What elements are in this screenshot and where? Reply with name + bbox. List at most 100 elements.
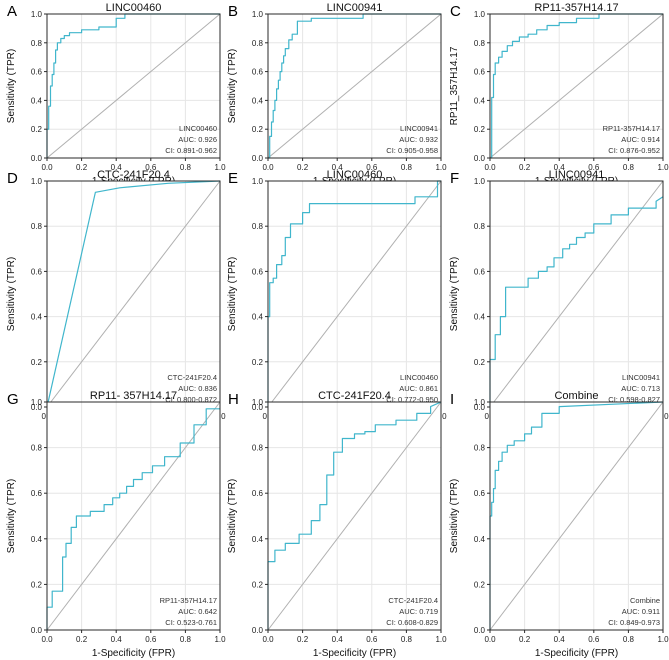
x-tick-label: 1.0 <box>214 635 226 644</box>
panel-letter: D <box>7 170 18 187</box>
y-tick-label: 0.4 <box>31 535 43 544</box>
plot-frame <box>489 13 664 159</box>
panel-a: 0.00.0 0.2 0.2 0.4 0.4 0.6 0.6 0.8 0.8 1.0 1.0 A LIN… <box>6 2 226 187</box>
x-tick-label: 0.4 <box>554 635 566 644</box>
x-tick-label: 0.8 <box>401 163 413 172</box>
legend-ci: CI: 0.523-0.761 <box>165 618 217 627</box>
y-tick-label: 0.2 <box>31 358 43 367</box>
y-tick-label: 0.2 <box>252 580 264 589</box>
y-tick-label: 0.0 <box>252 154 264 163</box>
panel-title: LINC00941 <box>549 169 605 181</box>
y-axis-label: Sensitivity (TPR) <box>227 257 238 331</box>
y-tick-label: 0.0 <box>252 403 264 412</box>
y-tick-label: 1.0 <box>474 398 486 407</box>
panel-g: 0.00.00.20.20.40.40.60.60.80.81.01.0G RP1… <box>6 390 226 659</box>
y-tick-label: 0.2 <box>252 358 264 367</box>
y-tick-label: 0.6 <box>474 68 486 77</box>
y-axis-label: Sensitivity (TPR) <box>449 479 460 553</box>
panel-c: 0.00.0 0.2 0.2 0.4 0.4 0.6 0.6 0.8 0.8 1.0 1.0 C RP1… <box>449 2 669 187</box>
y-tick-label: 0.4 <box>31 96 43 105</box>
y-tick-label: 0.0 <box>474 626 486 635</box>
reference-diagonal <box>489 13 664 159</box>
panel-e: 0.00.00.20.20.40.40.60.60.80.81.01.0ELIN… <box>227 169 447 436</box>
y-tick-label: 1.0 <box>252 10 264 19</box>
legend: Combine AUC: 0.911 CI: 0.849-0.973 <box>608 596 660 627</box>
legend-auc: AUC: 0.642 <box>178 607 217 616</box>
y-tick-label: 0.6 <box>252 68 264 77</box>
reference-diagonal <box>46 401 221 631</box>
y-tick-label: 1.0 <box>31 10 43 19</box>
legend-name: CTC-241F20.4 <box>388 596 438 605</box>
legend: CTC-241F20.4 AUC: 0.836 CI: 0.800-0.872 <box>165 373 217 404</box>
y-tick-label: 0.6 <box>474 267 486 276</box>
x-tick-label: 0.2 <box>519 163 531 172</box>
legend: LINC00460 AUC: 0.861 CI: 0.772-0.950 <box>386 373 438 404</box>
grid <box>267 180 442 408</box>
legend: RP11-357H14.17 AUC: 0.914 CI: 0.876-0.952 <box>603 124 660 155</box>
legend-ci: CI: 0.608-0.829 <box>386 618 438 627</box>
x-tick-label: 0.4 <box>111 163 123 172</box>
panel-title: LINC00460 <box>106 2 162 14</box>
reference-diagonal <box>46 180 221 408</box>
panel-h: 0.00.00.20.20.40.40.60.60.80.81.01.0H CTC… <box>227 390 447 659</box>
legend-auc: AUC: 0.911 <box>622 607 660 616</box>
legend-name: LINC00941 <box>400 124 438 133</box>
x-tick-label: 0.8 <box>623 635 635 644</box>
y-tick-label: 0.0 <box>31 154 43 163</box>
legend: RP11-357H14.17 AUC: 0.642 CI: 0.523-0.761 <box>160 596 217 627</box>
y-tick-label: 1.0 <box>252 398 264 407</box>
panel-letter: A <box>7 3 17 20</box>
legend: LINC00460 AUC: 0.926 CI: 0.891-0.962 <box>165 124 217 155</box>
roc-curve <box>489 401 664 630</box>
x-tick-label: 0.0 <box>262 635 274 644</box>
y-tick-label: 0.8 <box>474 444 486 453</box>
legend-auc: AUC: 0.719 <box>399 607 438 616</box>
y-tick-label: 0.6 <box>252 267 264 276</box>
legend-name: CTC-241F20.4 <box>167 373 217 382</box>
y-tick-label: 0.4 <box>474 535 486 544</box>
reference-diagonal <box>489 180 664 408</box>
x-tick-label: 0.6 <box>588 163 600 172</box>
legend-name: Combine <box>630 596 660 605</box>
plot-frame <box>267 401 442 631</box>
panel-letter: F <box>450 170 459 187</box>
y-axis-label: Sensitivity (TPR) <box>227 49 238 123</box>
x-tick-label: 1.0 <box>657 635 669 644</box>
plot-frame <box>46 13 221 159</box>
roc-curve <box>46 180 221 408</box>
y-tick-label: 0.2 <box>31 125 43 134</box>
y-axis-label: Sensitivity (TPR) <box>6 49 17 123</box>
y-tick-label: 0.0 <box>252 626 264 635</box>
y-tick-label: 0.4 <box>252 96 264 105</box>
y-tick-label: 1.0 <box>474 177 486 186</box>
legend-name: LINC00941 <box>622 373 660 382</box>
y-tick-label: 0.4 <box>474 96 486 105</box>
panel-d: 0.00.00.20.20.40.40.60.60.80.81.01.0DCTC… <box>6 169 226 436</box>
y-tick-label: 0.8 <box>474 222 486 231</box>
panel-title: LINC00941 <box>327 2 383 14</box>
y-tick-label: 0.8 <box>31 444 43 453</box>
x-axis-label: 1-Specificity (FPR) <box>535 648 618 659</box>
x-tick-label: 0.4 <box>554 163 566 172</box>
reference-diagonal <box>267 13 442 159</box>
x-tick-label: 1.0 <box>214 163 226 172</box>
x-tick-label: 0.2 <box>297 635 309 644</box>
legend-name: LINC00460 <box>179 124 217 133</box>
x-tick-label: 0.4 <box>111 635 123 644</box>
y-tick-label: 0.2 <box>474 125 486 134</box>
y-tick-label: 0.4 <box>252 313 264 322</box>
y-tick-label: 0.4 <box>31 313 43 322</box>
x-tick-label: 1.0 <box>435 635 447 644</box>
x-tick-label: 0.6 <box>145 635 157 644</box>
panel-title: Combine <box>554 390 598 402</box>
y-tick-label: 0.6 <box>31 68 43 77</box>
panel-title: CTC-241F20.4 <box>97 169 170 181</box>
legend-ci: CI: 0.772-0.950 <box>386 395 438 404</box>
y-tick-label: 0.8 <box>474 39 486 48</box>
panel-title: RP11-357H14.17 <box>534 2 618 14</box>
legend-name: LINC00460 <box>400 373 438 382</box>
legend-auc: AUC: 0.836 <box>178 384 217 393</box>
legend-ci: CI: 0.876-0.952 <box>608 146 660 155</box>
roc-curve <box>46 408 220 630</box>
